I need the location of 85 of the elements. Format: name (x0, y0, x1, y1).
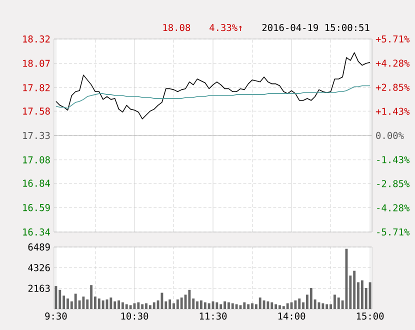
bar (360, 280, 364, 309)
bar (322, 303, 324, 309)
bar (129, 305, 132, 309)
bar (141, 304, 144, 309)
y-tick-label: 18.32 (23, 35, 50, 43)
bar (74, 294, 77, 309)
text: 18.08 (163, 24, 190, 32)
y-tick-label: 16.59 (23, 204, 50, 212)
bar (224, 301, 226, 309)
bar (298, 298, 301, 309)
bar (188, 290, 191, 309)
bar (160, 292, 164, 309)
bar (204, 302, 206, 309)
y-tick-label: 2163 (28, 284, 50, 292)
y2-tick-label: -4.28% (377, 204, 410, 212)
bar (258, 298, 262, 309)
text: 4.33%↑ (210, 24, 242, 32)
bar (326, 304, 328, 309)
y-tick-label: 17.08 (23, 156, 50, 164)
bar (176, 299, 179, 309)
y-tick-label: 4326 (28, 264, 50, 272)
bar (110, 298, 112, 309)
bar (353, 270, 356, 309)
bar (274, 304, 278, 309)
bar (98, 298, 100, 309)
bar (333, 294, 336, 309)
y2-tick-label: +1.43% (376, 108, 410, 115)
text: 2016-04-19 15:00:51 (262, 24, 370, 32)
bar (235, 304, 238, 309)
bar (152, 302, 156, 309)
bar (168, 299, 172, 309)
bar (66, 298, 69, 309)
bar (118, 300, 120, 309)
bar (247, 304, 250, 309)
bar (180, 298, 183, 309)
x-tick-label: 14:00 (278, 312, 306, 320)
bar (148, 305, 152, 309)
y-tick-label: 6489 (28, 243, 50, 251)
bar (220, 304, 222, 309)
bar (270, 302, 274, 309)
bar (90, 285, 93, 309)
y-tick-label: 17.58 (23, 108, 50, 115)
bar (196, 301, 199, 309)
y2-tick-label: +2.85% (376, 84, 410, 91)
bar (294, 300, 297, 309)
bar (54, 286, 58, 309)
bar (227, 302, 230, 309)
bar (208, 303, 210, 309)
y2-tick-label: +4.28% (376, 60, 410, 67)
bar (114, 301, 116, 309)
bar (200, 300, 202, 309)
bar (125, 304, 128, 309)
y-tick-label: 16.34 (23, 228, 50, 236)
bar (337, 298, 340, 309)
bar (102, 300, 104, 309)
bar (172, 303, 175, 309)
bar (368, 282, 372, 309)
x-tick-label: 15:00 (356, 312, 384, 320)
y2-tick-label: 0.00% (376, 132, 404, 140)
bar (278, 305, 281, 309)
bar (243, 302, 246, 309)
x-tick-label: 10:30 (121, 312, 148, 320)
bar (82, 296, 85, 309)
bar (216, 302, 218, 309)
y-tick-label: 18.07 (23, 60, 50, 67)
bar (266, 301, 270, 309)
y2-tick-label: -5.71% (377, 228, 410, 236)
x-tick-label: 9:30 (45, 312, 67, 320)
bar (121, 302, 124, 309)
y2-tick-label: -2.85% (377, 180, 410, 188)
bar (310, 288, 312, 309)
y-tick-label: 17.33 (23, 132, 50, 140)
x-tick-label: 11:30 (200, 312, 227, 320)
bar (251, 303, 254, 309)
y2-tick-label: -1.43% (377, 156, 410, 164)
y-tick-label: 17.82 (23, 84, 50, 92)
bar (282, 306, 285, 309)
y-tick-label: 16.84 (23, 180, 50, 187)
bar (262, 300, 266, 309)
bar (286, 303, 289, 309)
bar (137, 302, 140, 309)
bar (145, 303, 148, 309)
y2-tick-label: +5.71% (376, 35, 410, 43)
bar (231, 303, 234, 309)
bar (58, 290, 62, 309)
